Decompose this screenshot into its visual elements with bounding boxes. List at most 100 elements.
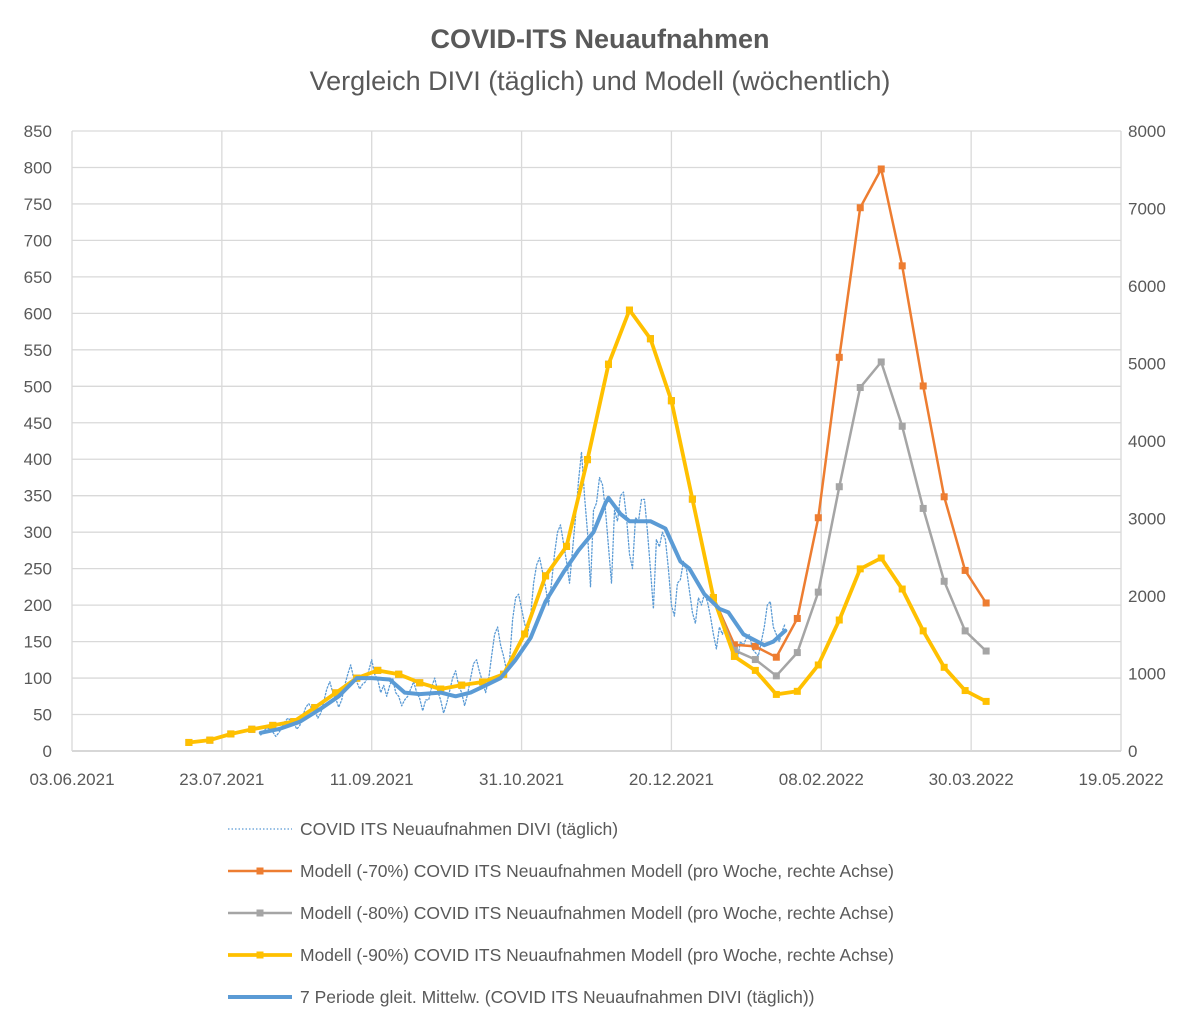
left-y-tick-label: 0 [43, 742, 52, 761]
x-tick-label: 19.05.2022 [1078, 770, 1163, 789]
data-point-marker [814, 588, 822, 596]
data-point-marker [961, 566, 969, 574]
data-point-marker [835, 483, 843, 491]
data-point-marker [521, 630, 529, 638]
data-point-marker [772, 653, 780, 661]
data-point-marker [835, 616, 843, 624]
series-5 [258, 495, 788, 735]
data-point-marker [479, 678, 487, 686]
data-point-marker [982, 697, 990, 705]
legend-marker [256, 951, 264, 959]
data-point-marker [877, 554, 885, 562]
legend: COVID ITS Neuaufnahmen DIVI (täglich) Mod… [228, 819, 894, 1007]
data-point-marker [961, 627, 969, 635]
series-line [260, 451, 786, 738]
data-point-marker [940, 577, 948, 585]
data-point-marker [709, 594, 717, 602]
right-y-tick-label: 0 [1128, 742, 1137, 761]
data-point-marker [898, 422, 906, 430]
right-y-tick-label: 4000 [1128, 432, 1166, 451]
legend-label: Modell (-90%) COVID ITS Neuaufnahmen Mod… [300, 945, 894, 965]
data-point-marker [772, 672, 780, 680]
left-y-tick-label: 450 [24, 414, 52, 433]
data-point-marker [332, 689, 340, 697]
left-y-tick-label: 800 [24, 158, 52, 177]
left-y-tick-label: 700 [24, 231, 52, 250]
x-tick-label: 23.07.2021 [179, 770, 264, 789]
data-point-marker [919, 627, 927, 635]
data-point-marker [856, 384, 864, 392]
data-point-marker [646, 335, 654, 343]
data-point-marker [772, 690, 780, 698]
data-point-marker [982, 599, 990, 607]
data-point-marker [730, 652, 738, 660]
data-point-marker [248, 725, 256, 733]
legend-label: 7 Periode gleit. Mittelw. (COVID ITS Neu… [300, 987, 815, 1007]
series-1 [260, 451, 786, 738]
data-point-marker [877, 165, 885, 173]
data-point-marker [961, 687, 969, 695]
right-y-tick-label: 7000 [1128, 200, 1166, 219]
data-point-marker [437, 685, 445, 693]
series-4 [185, 306, 990, 746]
left-y-tick-label: 600 [24, 304, 52, 323]
x-tick-label: 31.10.2021 [479, 770, 564, 789]
data-point-marker [542, 572, 550, 580]
data-point-marker [584, 456, 592, 464]
data-point-marker [982, 647, 990, 655]
data-point-marker [835, 353, 843, 361]
chart-title: COVID-ITS Neuaufnahmen [430, 24, 769, 54]
chart-subtitle: Vergleich DIVI (täglich) und Modell (wöc… [310, 66, 891, 96]
data-point-marker [563, 542, 571, 550]
data-point-marker [940, 493, 948, 501]
data-point-marker [730, 646, 738, 654]
right-y-tick-label: 3000 [1128, 510, 1166, 529]
left-y-tick-label: 200 [24, 596, 52, 615]
legend-label: Modell (-80%) COVID ITS Neuaufnahmen Mod… [300, 903, 894, 923]
data-point-marker [395, 670, 403, 678]
left-y-tick-label: 850 [24, 122, 52, 141]
x-tick-label: 11.09.2021 [330, 770, 414, 789]
data-point-marker [269, 721, 277, 729]
data-point-marker [688, 495, 696, 503]
data-point-marker [311, 704, 319, 712]
left-y-tick-label: 350 [24, 487, 52, 506]
data-point-marker [416, 679, 424, 687]
left-y-tick-label: 100 [24, 669, 52, 688]
data-point-marker [458, 681, 466, 689]
left-y-tick-label: 300 [24, 523, 52, 542]
x-axis-ticks: 03.06.2021 23.07.2021 11.09.2021 31.10.2021… [29, 770, 1163, 789]
x-tick-label: 20.12.2021 [629, 770, 714, 789]
gridlines [71, 130, 1122, 752]
x-tick-label: 03.06.2021 [29, 770, 114, 789]
data-point-marker [793, 649, 801, 657]
legend-item: 7 Periode gleit. Mittelw. (COVID ITS Neu… [228, 987, 815, 1007]
data-point-marker [604, 360, 612, 368]
left-y-tick-label: 400 [24, 450, 52, 469]
left-y-tick-label: 650 [24, 268, 52, 287]
data-point-marker [227, 730, 235, 738]
data-point-marker [814, 514, 822, 522]
data-point-marker [793, 687, 801, 695]
data-point-marker [374, 666, 382, 674]
data-point-marker [856, 204, 864, 212]
right-y-tick-label: 1000 [1128, 665, 1166, 684]
data-point-marker [919, 382, 927, 390]
right-y-tick-label: 6000 [1128, 277, 1166, 296]
legend-item: Modell (-90%) COVID ITS Neuaufnahmen Mod… [228, 945, 894, 965]
legend-item: Modell (-70%) COVID ITS Neuaufnahmen Mod… [228, 861, 894, 881]
left-y-tick-label: 150 [24, 633, 52, 652]
legend-item: Modell (-80%) COVID ITS Neuaufnahmen Mod… [228, 903, 894, 923]
data-point-marker [898, 585, 906, 593]
data-point-marker [898, 262, 906, 270]
left-y-tick-label: 50 [33, 706, 52, 725]
data-point-marker [206, 736, 214, 744]
left-y-tick-label: 550 [24, 341, 52, 360]
legend-label: COVID ITS Neuaufnahmen DIVI (täglich) [300, 819, 618, 839]
right-y-tick-label: 8000 [1128, 122, 1166, 141]
right-y-axis-ticks: 0 1000 2000 3000 4000 5000 6000 7000 8000 [1128, 122, 1166, 761]
left-y-tick-label: 750 [24, 195, 52, 214]
legend-marker [256, 909, 264, 917]
legend-item: COVID ITS Neuaufnahmen DIVI (täglich) [228, 819, 618, 839]
